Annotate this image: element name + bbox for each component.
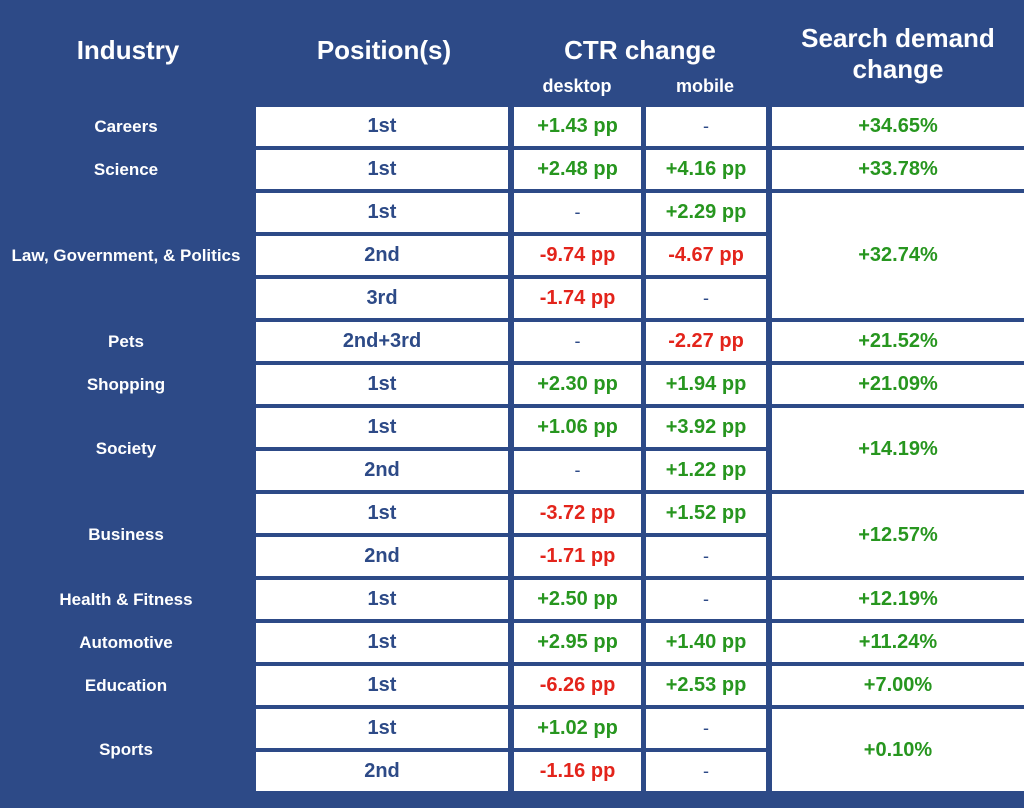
ctr-mobile-value: -4.67 pp — [646, 236, 766, 275]
ctr-mobile-value: +2.53 pp — [646, 666, 766, 705]
ctr-mobile-value: +1.40 pp — [646, 623, 766, 662]
industry-label: Automotive — [0, 623, 252, 662]
search-demand-value: +32.74% — [772, 193, 1024, 318]
industry-label: Science — [0, 150, 252, 189]
ctr-mobile-value: +2.29 pp — [646, 193, 766, 232]
ctr-desktop-value: -1.71 pp — [514, 537, 641, 576]
search-demand-value: +21.52% — [772, 322, 1024, 361]
search-demand-value: +33.78% — [772, 150, 1024, 189]
position-value: 2nd — [256, 537, 508, 576]
ctr-desktop-value: +1.43 pp — [514, 107, 641, 146]
ctr-mobile-value: +1.94 pp — [646, 365, 766, 404]
ctr-desktop-value: -1.16 pp — [514, 752, 641, 791]
industry-label: Health & Fitness — [0, 580, 252, 619]
industry-label: Sports — [0, 709, 252, 791]
ctr-desktop-value: +2.48 pp — [514, 150, 641, 189]
ctr-desktop-value: +2.50 pp — [514, 580, 641, 619]
ctr-mobile-value: - — [646, 752, 766, 791]
ctr-desktop-value: - — [514, 451, 641, 490]
industry-label: Pets — [0, 322, 252, 361]
position-value: 2nd+3rd — [256, 322, 508, 361]
position-value: 1st — [256, 150, 508, 189]
header-industry: Industry — [76, 35, 180, 66]
position-value: 2nd — [256, 752, 508, 791]
ctr-mobile-value: +1.52 pp — [646, 494, 766, 533]
position-value: 1st — [256, 365, 508, 404]
ctr-mobile-value: - — [646, 107, 766, 146]
position-value: 1st — [256, 666, 508, 705]
ctr-desktop-value: -3.72 pp — [514, 494, 641, 533]
ctr-mobile-value: - — [646, 709, 766, 748]
ctr-mobile-value: - — [646, 580, 766, 619]
industry-label: Law, Government, & Politics — [0, 193, 252, 318]
header-search-demand: Search demand change — [801, 22, 995, 84]
industry-label: Society — [0, 408, 252, 490]
position-value: 1st — [256, 107, 508, 146]
header-positions: Position(s) — [316, 35, 452, 66]
position-value: 2nd — [256, 451, 508, 490]
search-demand-value: +7.00% — [772, 666, 1024, 705]
position-value: 1st — [256, 580, 508, 619]
ctr-mobile-value: - — [646, 537, 766, 576]
ctr-mobile-value: +4.16 pp — [646, 150, 766, 189]
industry-label: Careers — [0, 107, 252, 146]
search-demand-value: +34.65% — [772, 107, 1024, 146]
ctr-desktop-value: +2.95 pp — [514, 623, 641, 662]
industry-label: Shopping — [0, 365, 252, 404]
ctr-desktop-value: -9.74 pp — [514, 236, 641, 275]
header-ctr-change: CTR change — [564, 35, 716, 66]
search-demand-value: +14.19% — [772, 408, 1024, 490]
position-value: 1st — [256, 709, 508, 748]
position-value: 1st — [256, 494, 508, 533]
industry-label: Education — [0, 666, 252, 705]
search-demand-value: +0.10% — [772, 709, 1024, 791]
header-mobile: mobile — [675, 76, 734, 97]
ctr-desktop-value: - — [514, 322, 641, 361]
ctr-mobile-value: +1.22 pp — [646, 451, 766, 490]
ctr-desktop-value: +2.30 pp — [514, 365, 641, 404]
search-demand-value: +12.19% — [772, 580, 1024, 619]
search-demand-value: +12.57% — [772, 494, 1024, 576]
ctr-desktop-value: +1.02 pp — [514, 709, 641, 748]
ctr-desktop-value: - — [514, 193, 641, 232]
position-value: 1st — [256, 623, 508, 662]
ctr-desktop-value: -1.74 pp — [514, 279, 641, 318]
industry-label: Business — [0, 494, 252, 576]
ctr-mobile-value: -2.27 pp — [646, 322, 766, 361]
search-demand-value: +21.09% — [772, 365, 1024, 404]
position-value: 1st — [256, 408, 508, 447]
header-desktop: desktop — [542, 76, 612, 97]
position-value: 2nd — [256, 236, 508, 275]
position-value: 1st — [256, 193, 508, 232]
ctr-mobile-value: - — [646, 279, 766, 318]
ctr-mobile-value: +3.92 pp — [646, 408, 766, 447]
search-demand-value: +11.24% — [772, 623, 1024, 662]
ctr-desktop-value: +1.06 pp — [514, 408, 641, 447]
ctr-desktop-value: -6.26 pp — [514, 666, 641, 705]
position-value: 3rd — [256, 279, 508, 318]
